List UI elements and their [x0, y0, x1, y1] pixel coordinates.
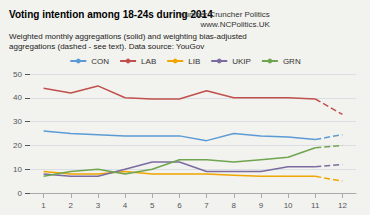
svg-text:8: 8 [232, 201, 237, 210]
svg-text:40: 40 [13, 93, 22, 102]
svg-text:12: 12 [338, 201, 347, 210]
svg-text:0: 0 [18, 189, 23, 198]
svg-text:GRN: GRN [283, 57, 301, 66]
svg-text:30: 30 [13, 117, 22, 126]
svg-text:20: 20 [13, 141, 22, 150]
svg-text:6: 6 [177, 201, 182, 210]
svg-text:UKIP: UKIP [232, 57, 251, 66]
svg-text:7: 7 [204, 201, 209, 210]
svg-text:10: 10 [13, 165, 22, 174]
svg-text:1: 1 [41, 201, 46, 210]
svg-text:Weighted monthly aggregations: Weighted monthly aggregations (solid) an… [9, 32, 247, 41]
svg-text:50: 50 [13, 70, 22, 79]
svg-text:CON: CON [91, 57, 109, 66]
svg-text:10: 10 [284, 201, 293, 210]
svg-text:Voting intention among 18-24s: Voting intention among 18-24s during 201… [9, 8, 213, 20]
svg-text:9: 9 [259, 201, 264, 210]
svg-text:Number Cruncher Politics: Number Cruncher Politics [179, 10, 270, 19]
svg-text:4: 4 [123, 201, 128, 210]
svg-text:aggregations (dashed - see tex: aggregations (dashed - see text). Data s… [9, 42, 204, 51]
svg-text:LAB: LAB [141, 57, 156, 66]
svg-text:5: 5 [150, 201, 155, 210]
svg-text:3: 3 [96, 201, 101, 210]
svg-text:LIB: LIB [188, 57, 200, 66]
svg-text:www.NCPolitics.UK: www.NCPolitics.UK [200, 20, 271, 29]
svg-text:11: 11 [311, 201, 320, 210]
svg-text:2: 2 [69, 201, 74, 210]
